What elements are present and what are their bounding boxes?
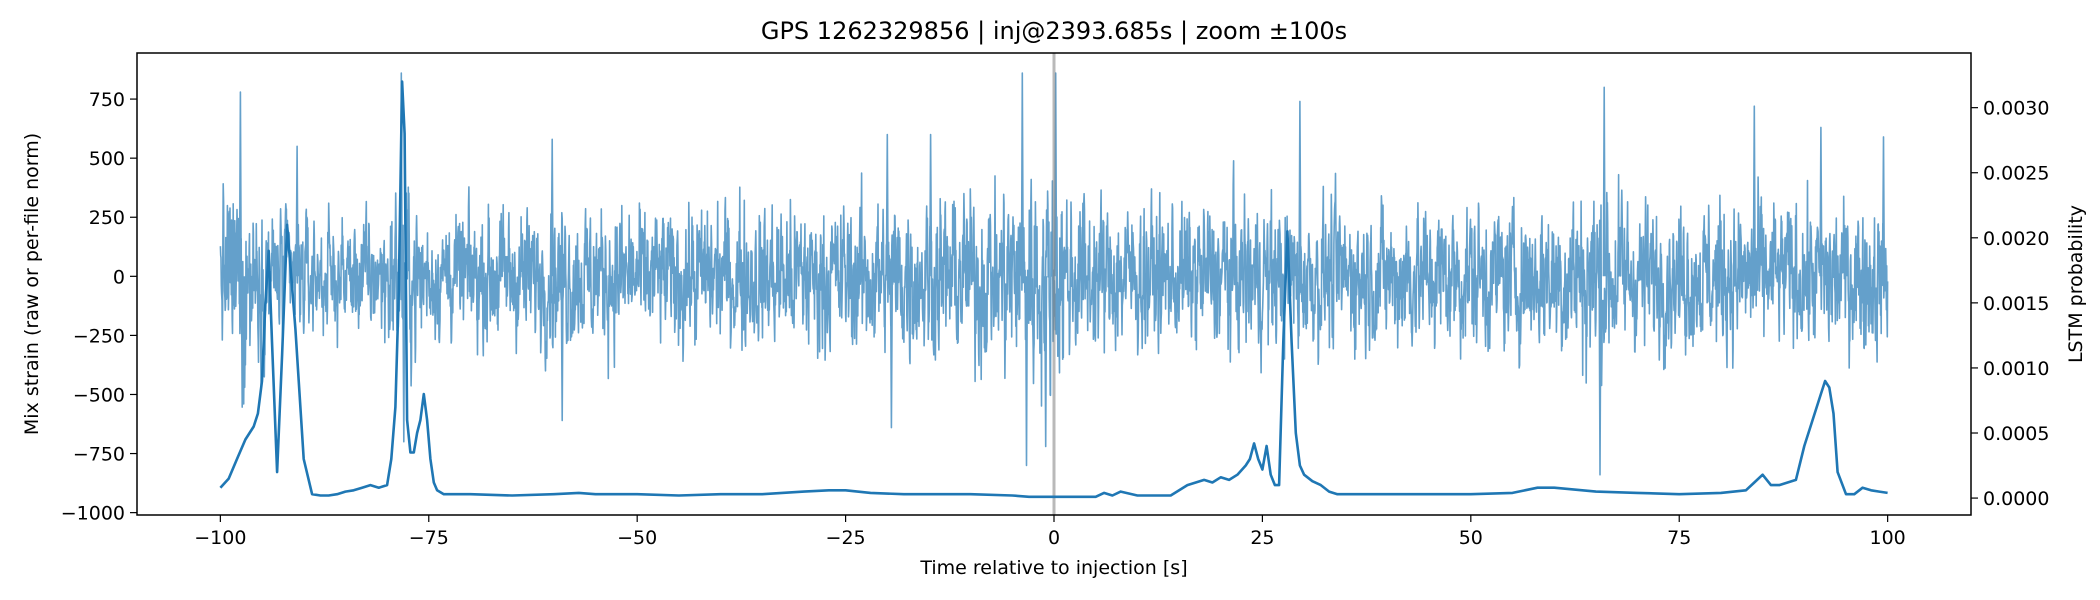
y-right-tick-label: 0.0015 [1983, 293, 2049, 315]
y-right-tick-label: 0.0030 [1983, 98, 2049, 120]
probability-series [219, 80, 1888, 499]
x-tick-label: 25 [1250, 527, 1274, 549]
y-left-tick-label: −1000 [61, 503, 125, 525]
x-tick-label: −100 [194, 527, 246, 549]
chart-title: GPS 1262329856 | inj@2393.685s | zoom ±1… [761, 17, 1347, 45]
y-left-tick-label: −250 [73, 325, 125, 347]
y-right-axis-ticks: 0.0030 0.0025 0.0020 0.0015 0.0010 0.0005 0.00… [1971, 98, 2049, 510]
y-left-tick-label: −500 [73, 384, 125, 406]
x-tick-label: 0 [1048, 527, 1060, 549]
plot-area [219, 53, 1889, 515]
x-tick-label: −25 [826, 527, 866, 549]
y-right-tick-label: 0.0010 [1983, 358, 2049, 380]
y-left-tick-label: 0 [113, 266, 125, 288]
probability-line [219, 80, 1888, 499]
y-right-axis-label: LSTM probability [2065, 205, 2087, 363]
y-left-tick-label: 750 [89, 89, 125, 111]
y-left-tick-label: 500 [89, 148, 125, 170]
x-axis-label: Time relative to injection [s] [919, 557, 1187, 579]
y-left-tick-label: −750 [73, 444, 125, 466]
y-left-axis-label: Mix strain (raw or per-file norm) [21, 133, 43, 435]
y-right-tick-label: 0.0020 [1983, 228, 2049, 250]
y-right-tick-label: 0.0005 [1983, 423, 2049, 445]
x-tick-label: 100 [1870, 527, 1906, 549]
x-tick-label: −50 [617, 527, 657, 549]
x-tick-label: 75 [1667, 527, 1691, 549]
y-left-axis-ticks: 750 500 250 0 −250 −500 −750 −1000 [61, 89, 137, 525]
y-left-tick-label: 250 [89, 207, 125, 229]
x-axis-ticks: −100 −75 −50 −25 0 25 50 75 100 [194, 515, 1906, 549]
y-right-tick-label: 0.0025 [1983, 163, 2049, 185]
x-tick-label: −75 [409, 527, 449, 549]
x-tick-label: 50 [1459, 527, 1483, 549]
y-right-tick-label: 0.0000 [1983, 488, 2049, 510]
